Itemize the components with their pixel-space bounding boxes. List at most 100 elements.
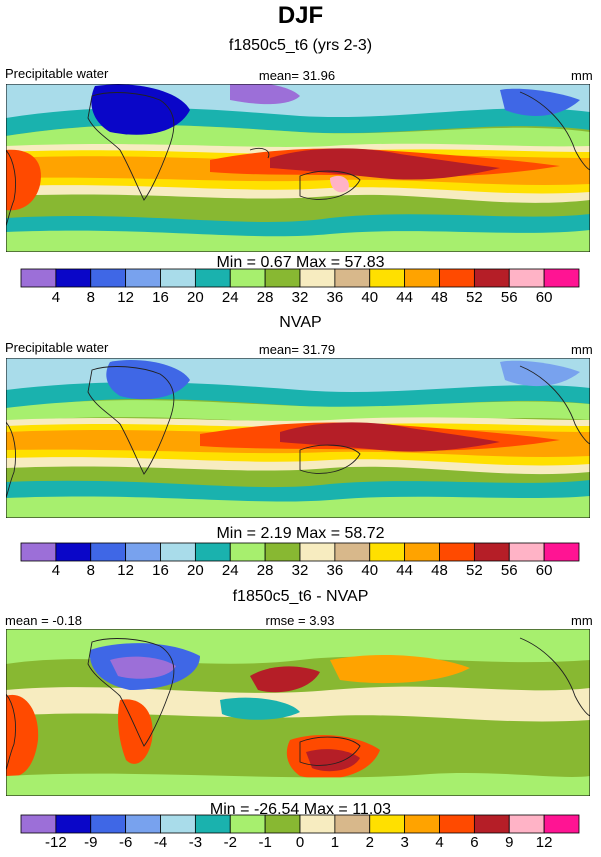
panel-3-rmse-label: rmse = 3.93 — [265, 613, 335, 628]
p3-sahara-neg — [89, 643, 200, 690]
p2-band-green-n — [6, 400, 590, 423]
p1-band-orange — [6, 155, 590, 185]
p1-band-green-s — [6, 230, 590, 252]
colorbar-swatch — [508, 542, 545, 562]
colorbar-tick-label: 40 — [361, 562, 379, 579]
colorbar-swatch — [264, 542, 301, 562]
p1-band-teal-s — [6, 214, 590, 252]
panel-1-mean-label: mean= 31.96 — [258, 68, 336, 83]
colorbar-tick-label: 3 — [400, 834, 409, 851]
p2-sahara-dry — [106, 360, 190, 400]
panel-2-minmax: Min = 2.19 Max = 58.72 — [216, 525, 385, 542]
panel-3-contour-field — [6, 629, 590, 796]
p3-band-base — [6, 629, 590, 796]
colorbar-tick-label: -1 — [258, 834, 272, 851]
colorbar-swatch — [20, 542, 57, 562]
colorbar-tick-label: 16 — [152, 562, 169, 579]
colorbar-tick-label: -4 — [153, 834, 168, 851]
p2-band-base — [6, 358, 590, 518]
p1-band-teal-n — [6, 107, 590, 136]
colorbar-tick-label: 8 — [86, 562, 95, 579]
panel-1-contour-field — [6, 84, 590, 252]
colorbar-tick-label: 28 — [256, 289, 274, 306]
p2-band-green-s — [6, 496, 590, 518]
panel-1-title: f1850c5_t6 (yrs 2-3) — [228, 37, 373, 54]
p1-pink-spot — [330, 175, 349, 193]
p3-pacific-pos — [330, 654, 470, 684]
colorbar-tick-label: -3 — [188, 834, 203, 851]
figure-title: DJF — [277, 2, 324, 29]
colorbar-swatch — [473, 542, 510, 562]
colorbar-tick-label: 6 — [470, 834, 479, 851]
p3-samerica-pos — [6, 694, 39, 777]
panel-2-contour-field — [6, 358, 590, 518]
p3-band-green-s — [6, 773, 590, 796]
colorbar-tick-label: 4 — [435, 834, 444, 851]
colorbar-tick-label: -9 — [84, 834, 98, 851]
colorbar-swatch — [160, 542, 196, 562]
colorbar-tick-label: 40 — [361, 289, 379, 306]
p2-band-yellow — [6, 423, 590, 466]
colorbar-tick-label: 20 — [187, 562, 204, 579]
p3-sahara-neg-core — [110, 656, 176, 679]
colorbar-tick-label: 4 — [51, 289, 61, 306]
p1-coastlines — [6, 91, 590, 227]
colorbar-tick-label: 1 — [330, 834, 340, 851]
p3-africa-pos — [118, 699, 153, 764]
p1-frame — [6, 84, 590, 252]
colorbar-tick-label: 24 — [221, 289, 239, 306]
p3-coastlines — [6, 637, 590, 771]
colorbar-tick-label: 44 — [396, 289, 413, 306]
panel-2-colorbar-labels: 4 8 12 16 20 24 28 32 36 40 44 48 52 56 60 — [0, 562, 601, 582]
panel-2-units-label: mm — [571, 342, 593, 357]
colorbar-tick-label: 12 — [535, 834, 553, 851]
colorbar-tick-label: 28 — [256, 562, 274, 579]
p1-band-yellow — [6, 149, 590, 194]
p1-sahara-dry — [91, 84, 190, 135]
colorbar-tick-label: 4 — [51, 562, 61, 579]
panel-3-units-label: mm — [571, 613, 593, 628]
colorbar-tick-label: -6 — [118, 834, 133, 851]
p3-australia-pos — [286, 735, 380, 779]
colorbar-tick-label: 36 — [326, 562, 344, 579]
colorbar-tick-label: -2 — [223, 834, 237, 851]
panel-3-mean-label: mean = -0.18 — [5, 613, 82, 628]
colorbar-tick-label: 52 — [466, 289, 483, 306]
panel-1-minmax: Min = 0.67 Max = 57.83 — [216, 254, 385, 271]
panel-2-mean-label: mean= 31.79 — [258, 342, 336, 357]
p3-australia-pos-core — [306, 749, 360, 772]
p3-frame — [6, 629, 590, 796]
colorbar-tick-label: 32 — [291, 562, 309, 579]
p1-band-base — [6, 84, 590, 252]
panel-3-colorbar-labels: -12 -9 -6 -4 -3 -2 -1 0 1 2 3 4 6 9 12 — [0, 834, 601, 854]
p1-asia-dry — [230, 84, 300, 105]
colorbar-tick-label: 60 — [535, 562, 553, 579]
colorbar-tick-label: 24 — [221, 562, 239, 579]
colorbar-tick-label: 48 — [431, 289, 448, 306]
colorbar-tick-label: 60 — [535, 289, 553, 306]
colorbar-swatch — [90, 542, 127, 562]
colorbar-tick-label: 56 — [500, 562, 518, 579]
p3-band-cream — [6, 686, 590, 722]
p2-band-teal-n — [6, 382, 590, 410]
colorbar-tick-label: 20 — [187, 289, 204, 306]
p1-band-cream — [6, 143, 590, 203]
colorbar-swatch — [125, 542, 161, 562]
colorbar-tick-label: 0 — [295, 834, 305, 851]
p3-band-green-n — [6, 629, 590, 664]
panel-1-variable-label: Precipitable water — [5, 66, 109, 81]
colorbar-tick-label: 32 — [291, 289, 309, 306]
colorbar-tick-label: 36 — [326, 289, 344, 306]
colorbar-swatch — [439, 542, 475, 562]
p2-band-north — [6, 358, 590, 394]
colorbar-tick-label: 56 — [500, 289, 518, 306]
colorbar-tick-label: -12 — [45, 834, 67, 851]
colorbar-tick-label: 52 — [466, 562, 483, 579]
panel-2-colorbar — [20, 542, 580, 562]
colorbar-tick-label: 48 — [431, 562, 448, 579]
colorbar-tick-label: 44 — [396, 562, 413, 579]
p2-frame — [6, 358, 590, 518]
colorbar-tick-label: 9 — [505, 834, 514, 851]
p2-band-red — [200, 422, 560, 451]
